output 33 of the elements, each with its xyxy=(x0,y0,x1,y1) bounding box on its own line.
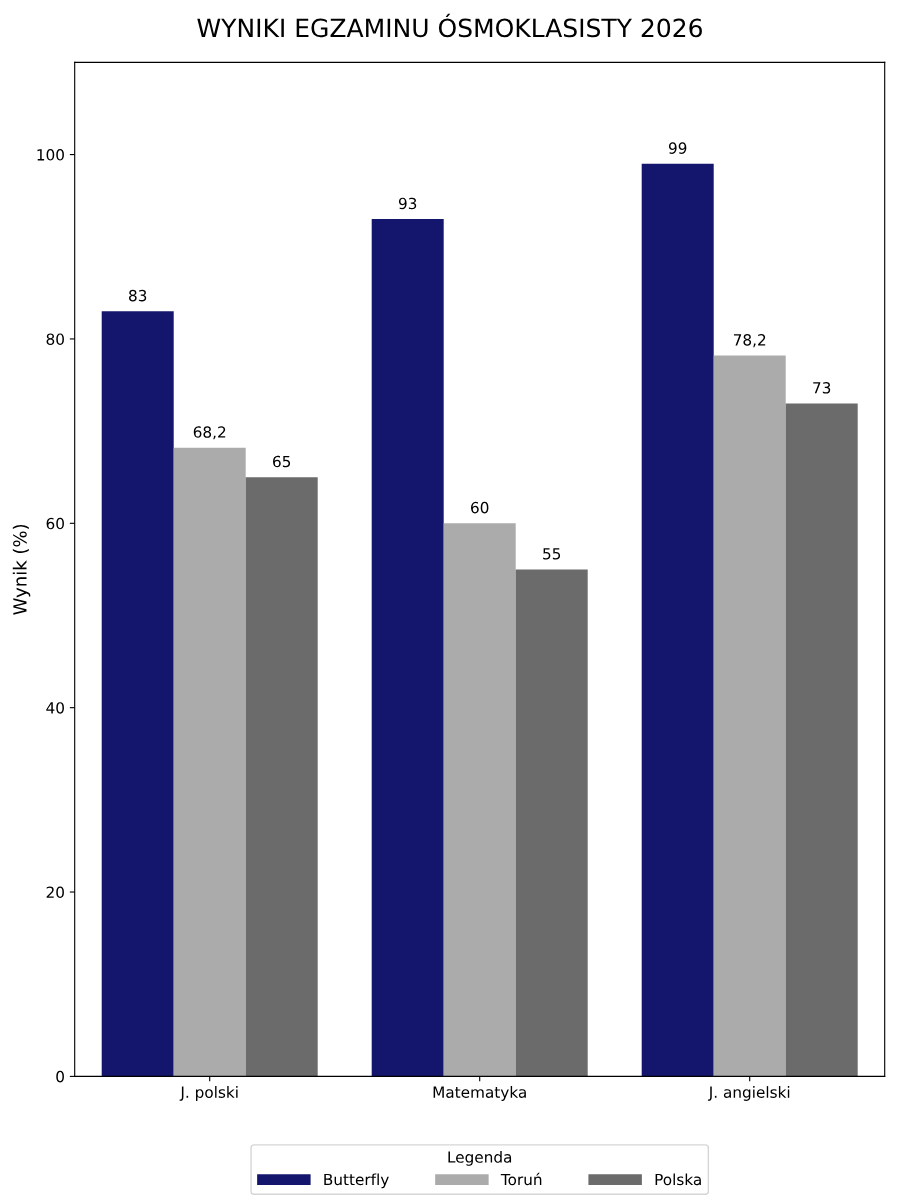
legend-label: Butterfly xyxy=(324,1173,389,1189)
data-label: 99 xyxy=(668,142,687,154)
x-tick-label: Matematyka xyxy=(433,1086,526,1101)
y-tick-label: 0 xyxy=(56,1070,64,1083)
data-label: 83 xyxy=(129,289,147,302)
data-label: 60 xyxy=(471,501,489,514)
bar xyxy=(371,219,444,1077)
data-label: 73 xyxy=(813,382,831,394)
data-label: 65 xyxy=(273,455,291,468)
x-tick-label: J. polski xyxy=(179,1086,238,1101)
bar xyxy=(245,477,318,1077)
legend-label: Toruń xyxy=(500,1172,542,1186)
y-tick-label: 60 xyxy=(46,517,64,530)
legend-title: Legenda xyxy=(448,1150,512,1166)
bar xyxy=(443,523,516,1077)
bar xyxy=(641,163,714,1077)
bar xyxy=(101,311,174,1077)
bar xyxy=(785,403,858,1077)
data-label: 78,2 xyxy=(733,334,766,348)
y-axis-title: Wynik (%) xyxy=(12,524,31,615)
bar xyxy=(515,569,588,1077)
y-tick-label: 100 xyxy=(37,149,64,161)
chart-title: WYNIKI EGZAMINU ÓSMOKLASISTY 2026 xyxy=(197,13,702,38)
y-tick-label: 20 xyxy=(46,886,64,899)
legend-label: Polska xyxy=(655,1173,701,1186)
y-tick-label: 40 xyxy=(46,702,64,714)
y-tick-label: 80 xyxy=(46,333,64,345)
data-label: 55 xyxy=(543,548,561,560)
x-tick-label: J. angielski xyxy=(707,1086,790,1101)
data-label: 93 xyxy=(398,197,417,210)
bar xyxy=(173,447,246,1077)
data-label: 68,2 xyxy=(193,426,226,440)
bar xyxy=(713,355,786,1077)
